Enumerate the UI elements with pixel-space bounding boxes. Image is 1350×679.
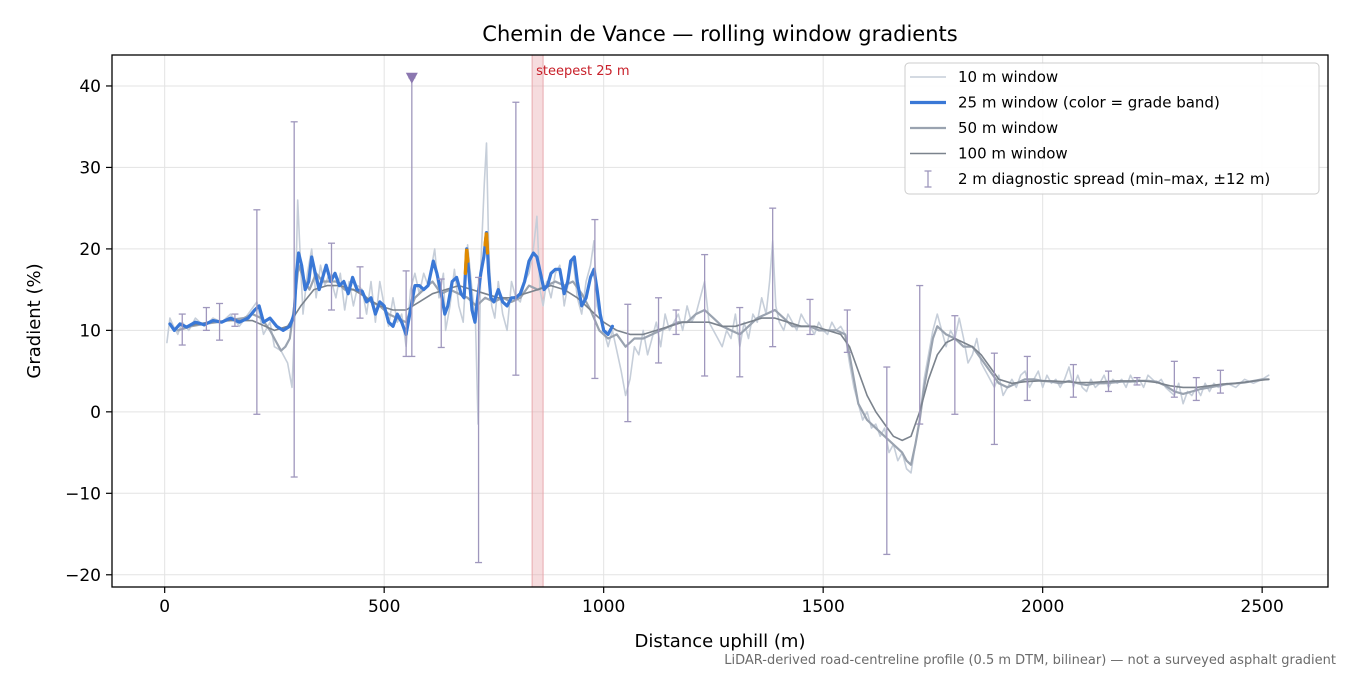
x-tick-label: 500 <box>368 597 400 617</box>
y-tick-label: 20 <box>79 240 101 260</box>
series-line-thin-dark <box>185 284 1270 442</box>
x-tick-label: 1000 <box>582 597 625 617</box>
footnote: LiDAR-derived road-centreline profile (0… <box>724 653 1336 668</box>
y-tick-label: −10 <box>65 484 101 504</box>
series-line-high-band <box>463 248 470 276</box>
steepest-band <box>531 54 544 588</box>
plot-area-frame <box>111 54 1329 588</box>
legend-label: 2 m diagnostic spread (min–max, ±12 m) <box>958 170 1270 188</box>
y-tick-label: 0 <box>90 403 101 423</box>
x-tick-label: 1500 <box>802 597 845 617</box>
legend-box <box>904 62 1320 195</box>
steepest-band-label: steepest 25 m <box>536 64 629 79</box>
series-line-thick <box>168 231 614 336</box>
x-axis-label: Distance uphill (m) <box>635 631 806 652</box>
series-line-high-band <box>483 232 490 255</box>
legend-label: 50 m window <box>958 119 1058 137</box>
series-line-medium <box>176 264 1270 466</box>
legend-label: 100 m window <box>958 145 1068 163</box>
legend: 10 m window 25 m window (color = grade ba… <box>904 62 1320 195</box>
chart-title: Chemin de Vance — rolling window gradien… <box>482 22 957 46</box>
x-tick-label: 2000 <box>1021 597 1064 617</box>
x-tick-label: 0 <box>159 597 170 617</box>
legend-label: 25 m window (color = grade band) <box>958 94 1220 112</box>
off-scale-marker <box>405 72 418 84</box>
y-tick-label: 40 <box>79 77 101 97</box>
x-tick-label: 2500 <box>1241 597 1284 617</box>
y-tick-label: 30 <box>79 158 101 178</box>
legend-label: 10 m window <box>958 68 1058 86</box>
y-tick-label: −20 <box>65 566 101 586</box>
series-line-thin <box>166 142 1270 474</box>
y-axis-label: Gradient (%) <box>24 263 45 378</box>
y-tick-label: 10 <box>79 321 101 341</box>
